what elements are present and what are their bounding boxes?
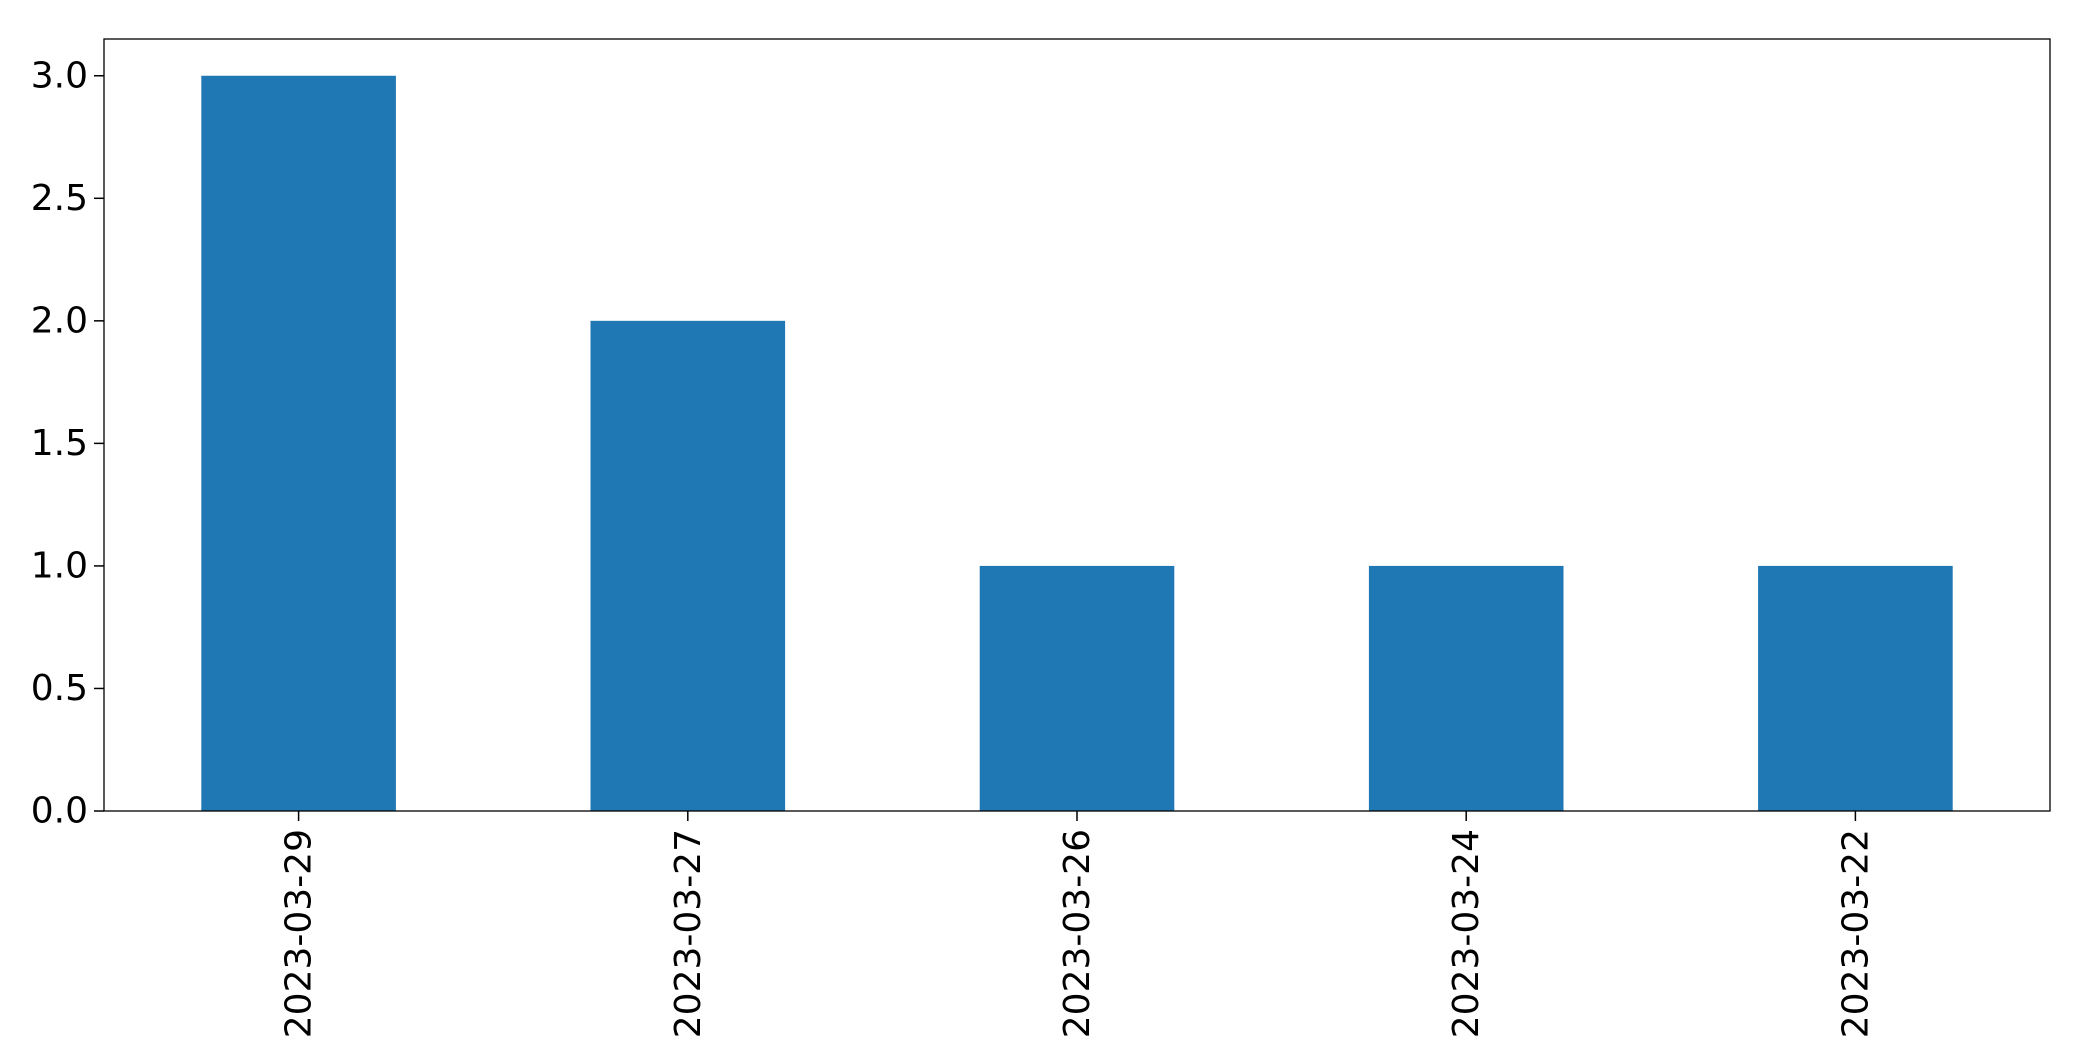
plot-frame (103, 38, 2051, 812)
y-tick-label: 0.5 (31, 668, 88, 709)
bar-2023-03-26 (979, 565, 1175, 811)
bar-2023-03-27 (590, 320, 786, 811)
bar-2023-03-29 (201, 75, 396, 811)
x-tick-label: 2023-03-26 (1057, 829, 1098, 1038)
y-tick-label: 2.5 (31, 178, 88, 219)
y-tick-label: 3.0 (31, 55, 88, 96)
x-tick-label: 2023-03-27 (668, 829, 709, 1038)
y-axis: 0.0 0.5 1.0 1.5 2.0 2.5 3.0 (31, 55, 104, 832)
x-tick-label: 2023-03-29 (279, 829, 320, 1038)
bar-2023-03-24 (1368, 565, 1564, 811)
bar-2023-03-22 (1758, 565, 1953, 811)
y-tick-label: 2.0 (31, 300, 88, 341)
x-tick-label: 2023-03-24 (1446, 829, 1487, 1038)
y-tick-label: 1.5 (31, 423, 88, 464)
x-axis: 2023-03-29 2023-03-27 2023-03-26 2023-03-24… (279, 811, 1876, 1038)
bars-group (201, 75, 1953, 811)
y-tick-label: 0.0 (31, 791, 88, 832)
y-tick-label: 1.0 (31, 545, 88, 586)
x-tick-label: 2023-03-22 (1835, 829, 1876, 1038)
